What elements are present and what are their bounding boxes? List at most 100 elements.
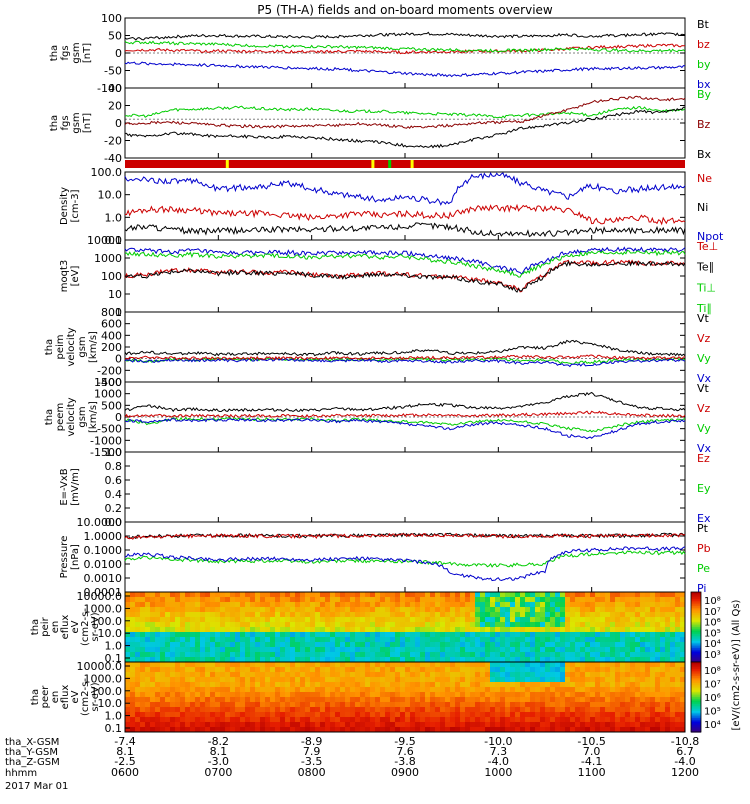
- spectrogram-cell: [205, 602, 211, 608]
- spectrogram-cell: [325, 672, 331, 678]
- spectrogram-cell: [350, 592, 356, 598]
- spectrogram-cell: [555, 717, 561, 723]
- spectrogram-cell: [210, 592, 216, 598]
- spectrogram-cell: [465, 622, 471, 628]
- spectrogram-cell: [655, 652, 661, 658]
- spectrogram-cell: [485, 707, 491, 713]
- spectrogram-cell: [125, 652, 131, 658]
- spectrogram-cell: [215, 637, 221, 643]
- spectrogram-cell: [190, 617, 196, 623]
- spectrogram-cell: [505, 717, 511, 723]
- spectrogram-cell: [205, 642, 211, 648]
- spectrogram-cell: [235, 682, 241, 688]
- spectrogram-cell: [340, 672, 346, 678]
- spectrogram-cell: [375, 682, 381, 688]
- spectrogram-cell: [160, 717, 166, 723]
- spectrogram-cell: [610, 617, 616, 623]
- spectrogram-cell: [320, 612, 326, 618]
- spectrogram-cell: [455, 642, 461, 648]
- spectrogram-cell: [615, 607, 621, 613]
- spectrogram-cell: [360, 727, 366, 733]
- spectrogram-cell: [345, 617, 351, 623]
- spectrogram-cell: [215, 712, 221, 718]
- colorbar-cell: [691, 639, 701, 642]
- spectrogram-cell: [185, 687, 191, 693]
- spectrogram-cell: [125, 697, 131, 703]
- spectrogram-cell: [220, 677, 226, 683]
- spectrogram-cell: [280, 727, 286, 733]
- spectrogram-cell: [545, 617, 551, 623]
- spectrogram-cell: [170, 702, 176, 708]
- colorbar-cell: [691, 704, 701, 707]
- spectrogram-cell: [335, 627, 341, 633]
- spectrogram-cell: [490, 652, 496, 658]
- spectrogram-cell: [370, 647, 376, 653]
- spectrogram-cell: [205, 647, 211, 653]
- legend-entry: Ez: [697, 452, 710, 465]
- spectrogram-cell: [670, 667, 676, 673]
- spectrogram-cell: [220, 592, 226, 598]
- spectrogram-cell: [315, 622, 321, 628]
- legend-entry: Vx: [697, 372, 712, 385]
- spectrogram-cell: [175, 687, 181, 693]
- spectrogram-cell: [525, 597, 531, 603]
- spectrogram-cell: [210, 597, 216, 603]
- spectrogram-cell: [655, 697, 661, 703]
- spectrogram-cell: [210, 702, 216, 708]
- spectrogram-cell: [170, 632, 176, 638]
- spectrogram-cell: [460, 602, 466, 608]
- spectrogram-cell: [300, 717, 306, 723]
- spectrogram-cell: [545, 597, 551, 603]
- spectrogram-cell: [475, 692, 481, 698]
- spectrogram-cell: [165, 672, 171, 678]
- spectrogram-cell: [265, 632, 271, 638]
- spectrogram-cell: [395, 677, 401, 683]
- spectrogram-cell: [310, 677, 316, 683]
- spectrogram-cell: [270, 712, 276, 718]
- spectrogram-cell: [385, 727, 391, 733]
- spectrogram-cell: [360, 687, 366, 693]
- spectrogram-cell: [250, 697, 256, 703]
- spectrogram-cell: [465, 707, 471, 713]
- spectrogram-cell: [340, 607, 346, 613]
- spectrogram-cell: [620, 707, 626, 713]
- spectrogram-cell: [200, 607, 206, 613]
- spectrogram-cell: [210, 677, 216, 683]
- spectrogram-cell: [645, 682, 651, 688]
- spectrogram-cell: [265, 707, 271, 713]
- spectrogram-cell: [190, 612, 196, 618]
- spectrogram-cell: [325, 702, 331, 708]
- spectrogram-cell: [670, 647, 676, 653]
- spectrogram-cell: [540, 702, 546, 708]
- spectrogram-cell: [185, 667, 191, 673]
- spectrogram-cell: [210, 632, 216, 638]
- spectrogram-cell: [575, 607, 581, 613]
- spectrogram-cell: [325, 687, 331, 693]
- spectrogram-cell: [620, 632, 626, 638]
- spectrogram-cell: [450, 672, 456, 678]
- spectrogram-cell: [480, 612, 486, 618]
- spectrogram-cell: [445, 652, 451, 658]
- spectrogram-cell: [165, 722, 171, 728]
- spectrogram-cell: [680, 622, 686, 628]
- spectrogram-cell: [610, 702, 616, 708]
- spectrogram-cell: [385, 642, 391, 648]
- spectrogram-cell: [610, 667, 616, 673]
- spectrogram-cell: [510, 692, 516, 698]
- spectrogram-cell: [530, 632, 536, 638]
- spectrogram-cell: [260, 707, 266, 713]
- spectrogram-cell: [665, 707, 671, 713]
- spectrogram-cell: [490, 647, 496, 653]
- spectrogram-cell: [230, 677, 236, 683]
- spectrogram-cell: [310, 707, 316, 713]
- spectrogram-cell: [645, 652, 651, 658]
- spectrogram-cell: [235, 702, 241, 708]
- spectrogram-cell: [370, 667, 376, 673]
- spectrogram-cell: [505, 682, 511, 688]
- spectrogram-cell: [325, 727, 331, 733]
- spectrogram-cell: [320, 677, 326, 683]
- spectrogram-cell: [675, 702, 681, 708]
- spectrogram-cell: [265, 687, 271, 693]
- spectrogram-cell: [665, 677, 671, 683]
